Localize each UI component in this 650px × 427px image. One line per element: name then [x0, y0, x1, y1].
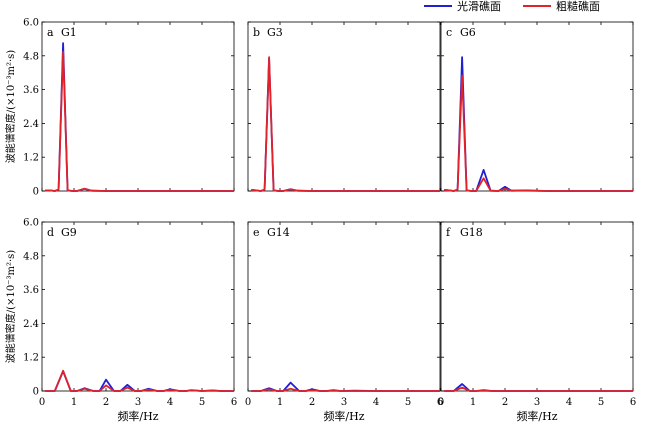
series-line-rough — [251, 56, 440, 192]
panel-title: G18 — [460, 226, 483, 239]
y-axis-label: 波能谱密度/(×10⁻³m²·s) — [4, 250, 17, 363]
panel-frame — [247, 221, 441, 392]
panel-frame — [440, 221, 634, 392]
series-line-smooth — [444, 383, 633, 392]
panel-title: G6 — [460, 26, 476, 39]
x-tick-label: 0 — [438, 397, 444, 408]
x-tick-label: 4 — [566, 397, 572, 408]
panel-letter: b — [253, 26, 260, 39]
x-tick-label: 3 — [135, 397, 141, 408]
panel-a: 0 1.2 2.4 3.6 4.8 6.0 a G1 波能谱密度/(×10⁻³m²·s) — [4, 18, 235, 198]
x-axis-label: 频率/Hz — [117, 409, 158, 423]
x-tick-label: 6 — [231, 397, 237, 408]
panel-title: G3 — [267, 26, 283, 39]
series-line-rough — [45, 369, 234, 392]
series-line-rough — [45, 50, 234, 192]
panel-d: 0 1 2 3 4 5 6 0 1.2 2.4 3.6 4.8 6.0 d G9 频率/Hz 波能谱密度/(×1… — [4, 218, 237, 424]
x-tick-label: 4 — [373, 397, 379, 408]
y-tick-label: 3.6 — [23, 285, 39, 296]
series-line-smooth — [444, 56, 633, 192]
panel-letter: d — [47, 226, 54, 239]
y-tick-label: 3.6 — [23, 85, 39, 96]
x-tick-label: 6 — [437, 397, 443, 408]
panel-frame — [440, 21, 634, 192]
x-tick-label: 5 — [405, 397, 411, 408]
x-axis-label: 频率/Hz — [323, 409, 364, 423]
series-line-smooth — [251, 57, 440, 192]
series-line-smooth — [45, 370, 234, 392]
x-tick-label: 2 — [502, 397, 508, 408]
y-tick-label: 4.8 — [23, 51, 39, 62]
panel-letter: a — [47, 26, 54, 39]
panel-frame — [247, 21, 441, 192]
y-tick-label: 6.0 — [23, 18, 39, 29]
panel-c: c G6 — [440, 21, 634, 192]
x-tick-label: 1 — [277, 397, 283, 408]
x-tick-label: 2 — [103, 397, 109, 408]
y-tick-label: 4.8 — [23, 251, 39, 262]
series-line-rough — [444, 74, 633, 192]
panel-title: G14 — [267, 226, 290, 239]
panel-frame — [41, 221, 235, 392]
x-tick-label: 0 — [39, 397, 45, 408]
x-tick-label: 3 — [341, 397, 347, 408]
legend-rough-label: 粗糙礁面 — [556, 0, 600, 13]
y-tick-label: 0 — [33, 187, 39, 198]
y-axis-label: 波能谱密度/(×10⁻³m²·s) — [4, 50, 17, 163]
y-tick-label: 0 — [33, 387, 39, 398]
series-line-rough — [444, 386, 633, 392]
x-tick-label: 2 — [309, 397, 315, 408]
series-line-rough — [251, 387, 440, 392]
legend: 光滑礁面 粗糙礁面 — [424, 0, 600, 13]
x-tick-label: 6 — [630, 397, 636, 408]
panel-b: b G3 — [247, 21, 441, 192]
x-tick-label: 3 — [534, 397, 540, 408]
panel-title: G9 — [61, 226, 77, 239]
panel-letter: e — [253, 226, 260, 239]
panel-e: 0 1 2 3 4 5 6 e G14 频率/Hz — [245, 221, 443, 423]
y-tick-label: 1.2 — [23, 353, 39, 364]
x-tick-label: 1 — [71, 397, 77, 408]
panel-frame — [41, 21, 235, 192]
panel-title: G1 — [61, 26, 77, 39]
legend-smooth-label: 光滑礁面 — [457, 0, 501, 13]
series-line-smooth — [45, 42, 234, 192]
panel-f: 0 1 2 3 4 5 6 f G18 频率/Hz — [438, 221, 636, 423]
y-tick-label: 6.0 — [23, 218, 39, 229]
x-tick-label: 5 — [598, 397, 604, 408]
panel-letter: c — [446, 26, 452, 39]
x-tick-label: 5 — [199, 397, 205, 408]
y-tick-label: 2.4 — [23, 319, 39, 330]
x-tick-label: 1 — [470, 397, 476, 408]
x-axis-label: 频率/Hz — [516, 409, 557, 423]
y-tick-label: 2.4 — [23, 119, 39, 130]
panel-letter: f — [446, 226, 451, 239]
x-tick-label: 0 — [245, 397, 251, 408]
x-tick-label: 4 — [167, 397, 173, 408]
y-tick-label: 1.2 — [23, 153, 39, 164]
series-line-smooth — [251, 381, 440, 392]
